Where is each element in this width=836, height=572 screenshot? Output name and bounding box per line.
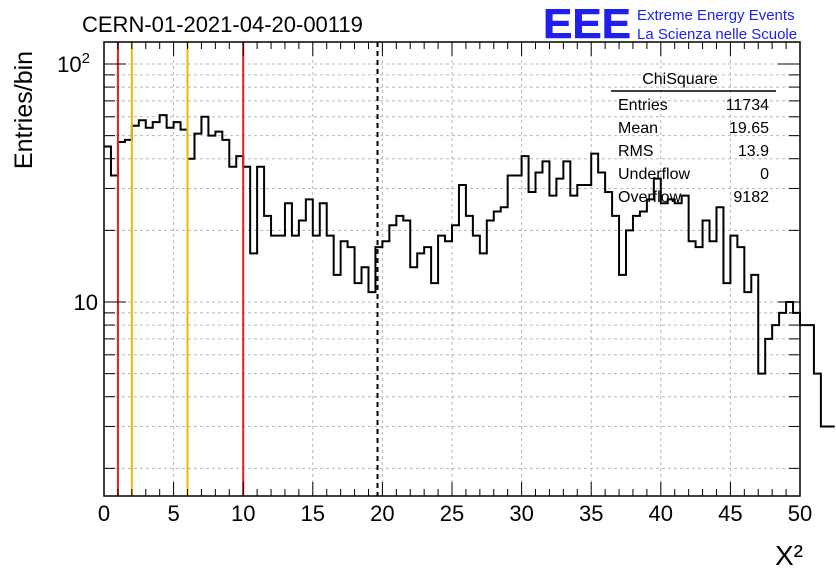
stats-box: ChiSquare Entries 11734 Mean 19.65 RMS 1… (611, 71, 776, 206)
histogram (104, 114, 835, 428)
stats-label-underflow: Underflow (618, 166, 690, 183)
chart-title: CERN-01-2021-04-20-00119 (82, 12, 363, 37)
y-axis-label: Entries/bin (10, 51, 38, 169)
stats-value-rms: 13.9 (738, 143, 769, 160)
stats-value-entries: 11734 (726, 97, 769, 114)
org-name: Extreme Energy Events (637, 7, 795, 24)
x-tick-label: 50 (788, 501, 812, 526)
axes: 0 5 10 15 20 25 30 35 40 45 50 10 102 (57, 42, 812, 526)
stats-label-overflow: Overflow (618, 189, 682, 206)
x-axis-label: X² (775, 540, 803, 571)
eee-logo: EEE (543, 0, 631, 47)
stats-label-mean: Mean (618, 120, 658, 137)
x-tick-label: 0 (98, 501, 110, 526)
x-tick-label: 45 (718, 501, 742, 526)
x-tick-label: 35 (579, 501, 603, 526)
x-tick-label: 10 (231, 501, 255, 526)
stats-label-rms: RMS (618, 143, 654, 160)
org-tagline: La Scienza nelle Scuole (637, 26, 797, 43)
x-tick-label: 25 (440, 501, 464, 526)
histogram-series (104, 114, 835, 428)
x-tick-label: 5 (167, 501, 179, 526)
y-tick-label: 10 (74, 290, 98, 315)
stats-value-mean: 19.65 (729, 120, 769, 137)
grid (104, 42, 800, 496)
stats-value-overflow: 9182 (733, 189, 769, 206)
marker-lines (116, 42, 379, 496)
x-tick-label: 15 (301, 501, 325, 526)
stats-label-entries: Entries (618, 97, 668, 114)
stats-value-underflow: 0 (760, 166, 769, 183)
y-tick-label: 102 (57, 50, 90, 77)
x-tick-label: 20 (370, 501, 394, 526)
x-tick-label: 30 (509, 501, 533, 526)
stats-title: ChiSquare (642, 71, 718, 88)
x-tick-label: 40 (649, 501, 673, 526)
